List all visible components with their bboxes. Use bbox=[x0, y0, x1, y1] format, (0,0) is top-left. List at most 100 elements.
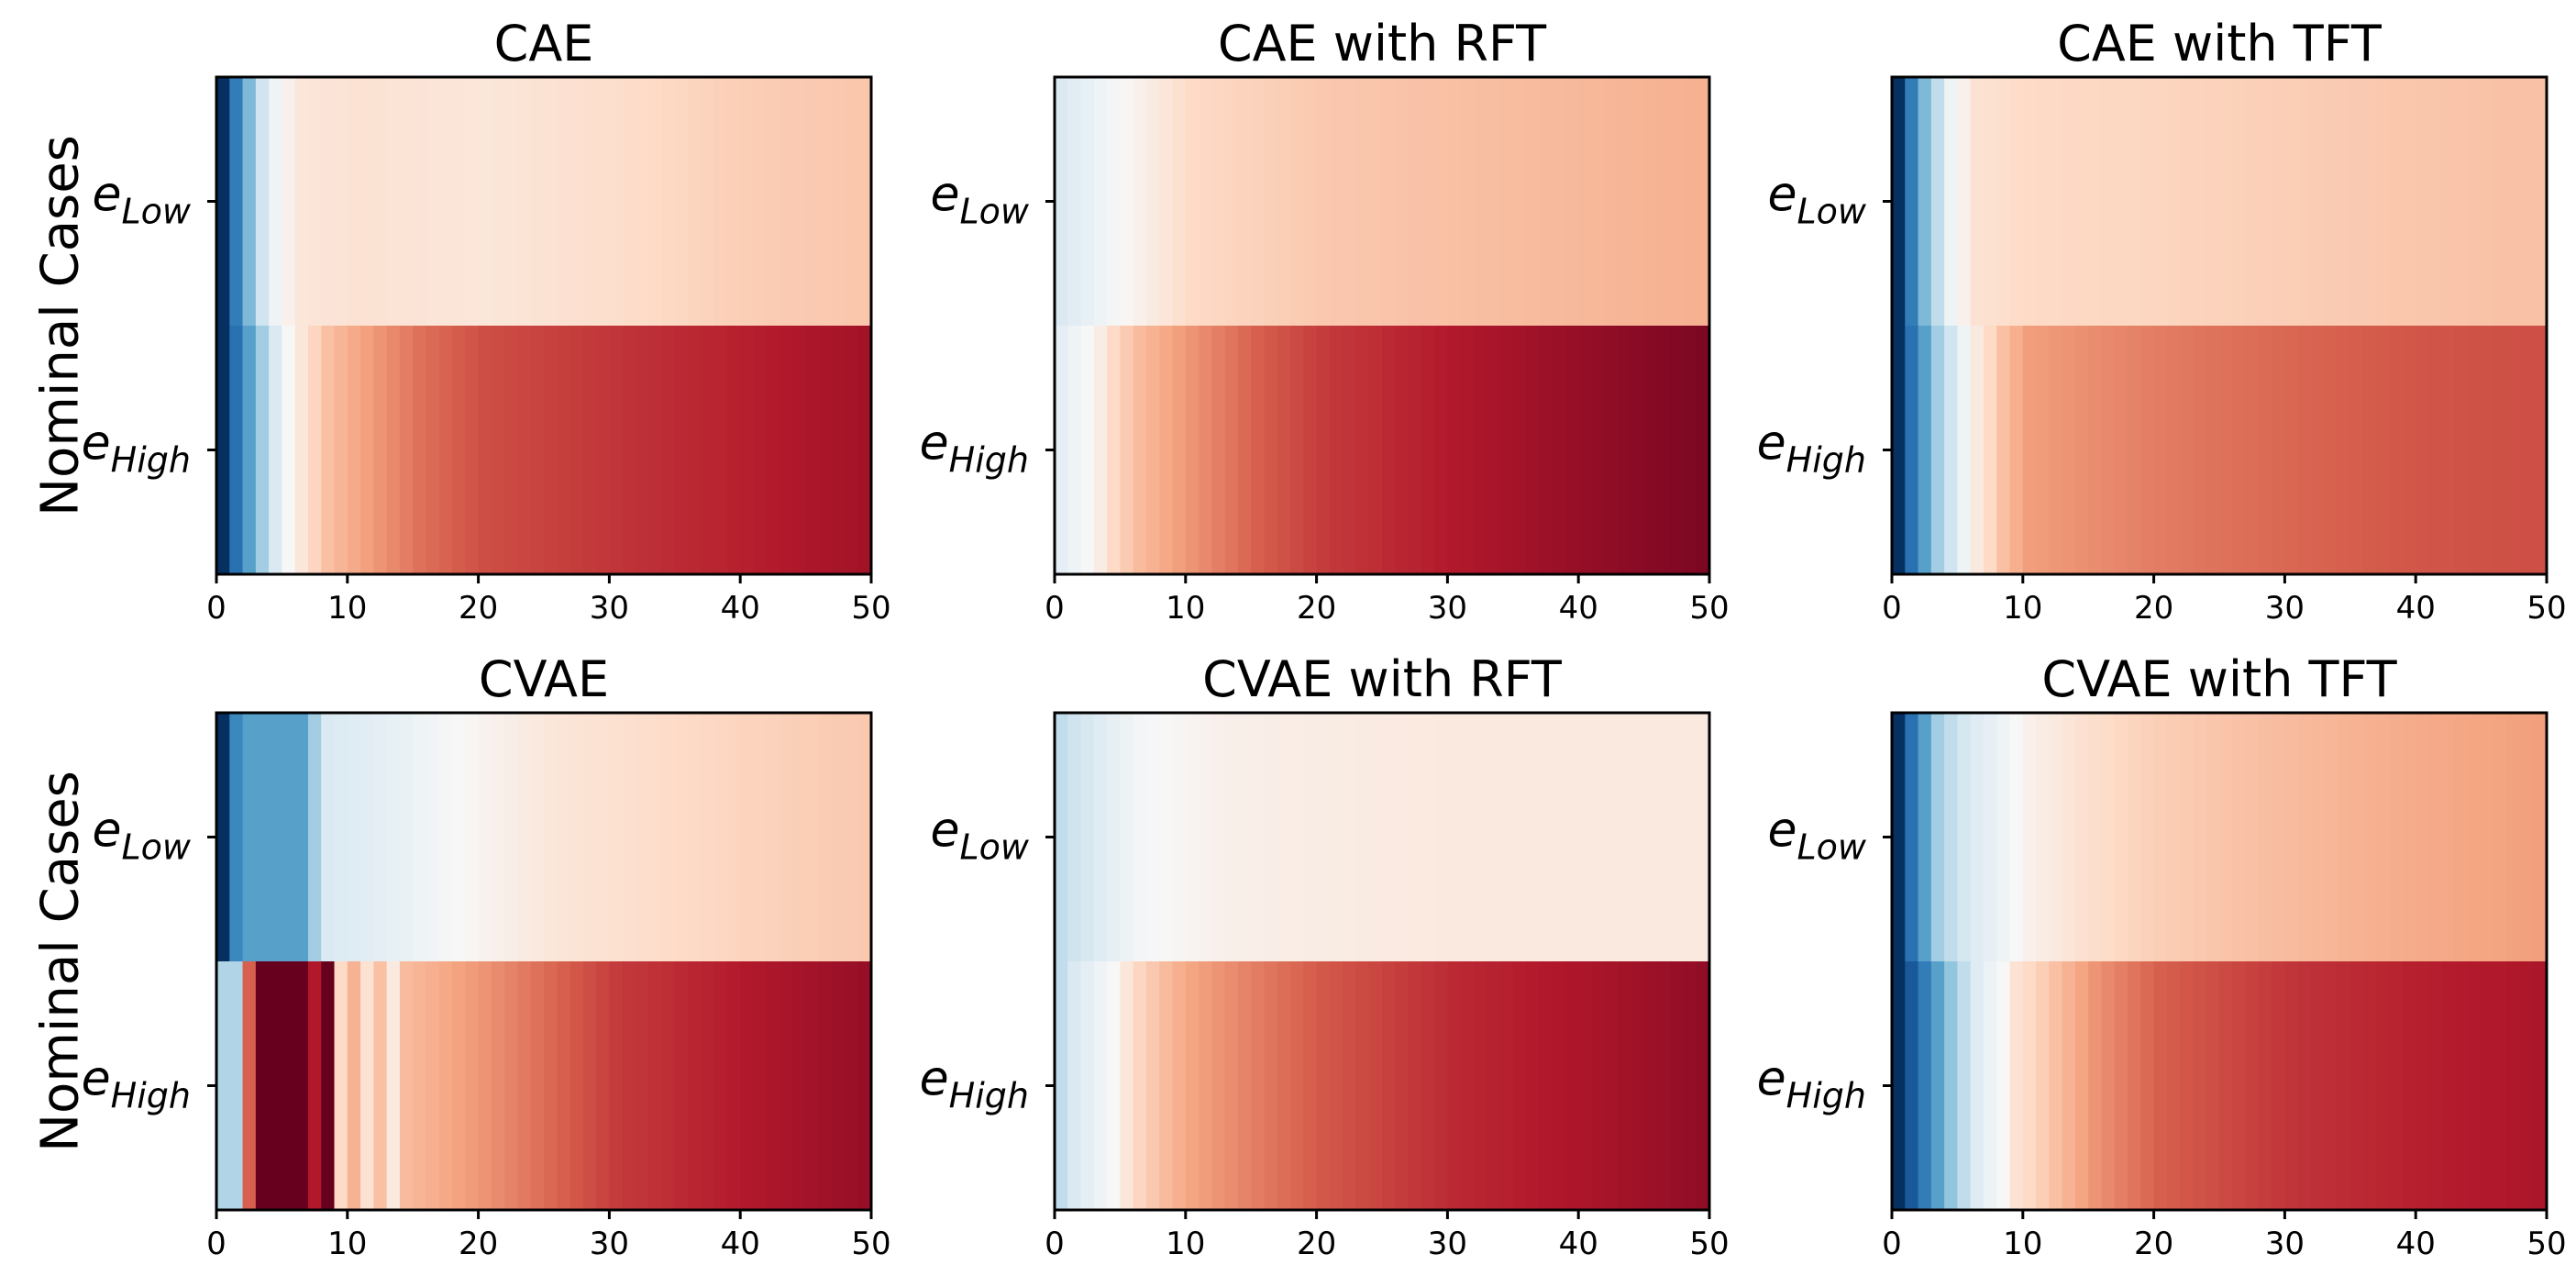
heatmap-cell bbox=[1395, 961, 1410, 1211]
x-tick-label: 30 bbox=[1428, 590, 1467, 627]
heatmap-cell bbox=[426, 961, 440, 1211]
heatmap-cell bbox=[1918, 713, 1932, 962]
heatmap-cell bbox=[1564, 326, 1579, 575]
heatmap-cell bbox=[399, 713, 414, 962]
heatmap-cell bbox=[661, 326, 676, 575]
heatmap-cell bbox=[845, 961, 859, 1211]
heatmap-cell bbox=[1080, 326, 1095, 575]
heatmap-cell bbox=[334, 77, 348, 327]
heatmap-cell bbox=[2376, 713, 2391, 962]
heatmap-cell bbox=[1957, 77, 1972, 327]
heatmap-cell bbox=[373, 713, 388, 962]
heatmap-cell bbox=[2101, 961, 2116, 1211]
heatmap-cell bbox=[766, 713, 780, 962]
heatmap-cell bbox=[1970, 713, 1985, 962]
heatmap-cell bbox=[1355, 961, 1370, 1211]
heatmap-cell bbox=[269, 713, 282, 962]
heatmap-cell bbox=[1996, 713, 2011, 962]
heatmap-cell bbox=[1185, 961, 1200, 1211]
heatmap-cell bbox=[1093, 326, 1108, 575]
heatmap-cell bbox=[2258, 713, 2272, 962]
heatmap-cell bbox=[1199, 961, 1212, 1211]
heatmap-cell bbox=[1316, 961, 1331, 1211]
heatmap-cell bbox=[1382, 326, 1396, 575]
heatmap-cell bbox=[1591, 326, 1606, 575]
heatmap-cell bbox=[674, 961, 689, 1211]
heatmap-cell bbox=[2493, 326, 2508, 575]
heatmap-cell bbox=[282, 77, 296, 327]
heatmap-cell bbox=[1316, 77, 1331, 327]
heatmap-cell bbox=[1329, 77, 1343, 327]
heatmap-cell bbox=[2128, 961, 2141, 1211]
heatmap-cell bbox=[321, 326, 336, 575]
heatmap-cell bbox=[648, 961, 663, 1211]
heatmap-cell bbox=[2074, 326, 2089, 575]
heatmap-cell bbox=[255, 77, 270, 327]
heatmap-cell bbox=[2219, 961, 2233, 1211]
heatmap-row bbox=[1892, 713, 2548, 962]
heatmap-cell bbox=[2272, 77, 2285, 327]
heatmap-cell bbox=[1172, 326, 1187, 575]
heatmap-cell bbox=[1421, 326, 1435, 575]
heatmap-cell bbox=[569, 326, 584, 575]
heatmap-cell bbox=[1983, 77, 1997, 327]
heatmap-cell bbox=[857, 961, 872, 1211]
plot-frame bbox=[1053, 711, 1711, 1212]
x-tick-label: 50 bbox=[1689, 590, 1729, 627]
heatmap-cell bbox=[661, 77, 676, 327]
heatmap-cell bbox=[753, 713, 768, 962]
heatmap-cell bbox=[2062, 77, 2076, 327]
heatmap-cell bbox=[2140, 77, 2155, 327]
heatmap-cell bbox=[1264, 961, 1278, 1211]
x-tick-label: 20 bbox=[1297, 590, 1336, 627]
heatmap-cell bbox=[1643, 77, 1658, 327]
heatmap-cell bbox=[1618, 713, 1631, 962]
heatmap-cell bbox=[1133, 961, 1147, 1211]
heatmap-cell bbox=[1473, 713, 1487, 962]
heatmap-cell bbox=[438, 961, 453, 1211]
x-tick-label: 40 bbox=[2396, 590, 2436, 627]
heatmap-cell bbox=[1487, 326, 1501, 575]
heatmap-cell bbox=[426, 713, 440, 962]
heatmap-cell bbox=[530, 713, 545, 962]
heatmap-cell bbox=[1552, 326, 1566, 575]
heatmap-cell bbox=[1277, 77, 1291, 327]
heatmap-cell bbox=[1329, 326, 1343, 575]
x-tick-label: 20 bbox=[459, 1226, 498, 1262]
heatmap-cell bbox=[1199, 77, 1212, 327]
heatmap-cell bbox=[1670, 961, 1685, 1211]
heatmap-cell bbox=[2468, 961, 2482, 1211]
heatmap-cell bbox=[1133, 326, 1147, 575]
heatmap-cell bbox=[753, 961, 768, 1211]
heatmap-cell bbox=[1696, 713, 1710, 962]
heatmap-cell bbox=[2009, 961, 2024, 1211]
heatmap-cell bbox=[2520, 77, 2535, 327]
x-tick-label: 30 bbox=[590, 590, 629, 627]
heatmap-cell bbox=[1067, 77, 1082, 327]
panel-title: CVAE with RFT bbox=[1202, 650, 1563, 708]
heatmap-cell bbox=[1093, 713, 1108, 962]
heatmap-cell bbox=[2140, 713, 2155, 962]
heatmap-cell bbox=[282, 961, 296, 1211]
heatmap-cell bbox=[242, 961, 257, 1211]
heatmap-cell bbox=[1382, 961, 1396, 1211]
heatmap-cell bbox=[1251, 961, 1266, 1211]
plot-frame bbox=[1890, 75, 2548, 576]
heatmap-cell bbox=[2389, 326, 2404, 575]
heatmap-cell bbox=[2455, 713, 2469, 962]
heatmap-cell bbox=[622, 713, 636, 962]
heatmap-cell bbox=[1211, 713, 1226, 962]
heatmap-cell bbox=[1526, 713, 1540, 962]
heatmap-cell bbox=[635, 326, 649, 575]
heatmap-cell bbox=[661, 961, 676, 1211]
heatmap-cell bbox=[517, 961, 532, 1211]
heatmap-cell bbox=[2206, 326, 2220, 575]
heatmap-cell bbox=[2297, 961, 2312, 1211]
panel-title: CAE with TFT bbox=[2057, 15, 2383, 72]
heatmap-cell bbox=[779, 77, 793, 327]
heatmap-cell bbox=[255, 326, 270, 575]
heatmap-cell bbox=[766, 326, 780, 575]
heatmap-cell bbox=[491, 326, 505, 575]
heatmap-cell bbox=[2324, 713, 2338, 962]
heatmap-cell bbox=[2284, 77, 2299, 327]
